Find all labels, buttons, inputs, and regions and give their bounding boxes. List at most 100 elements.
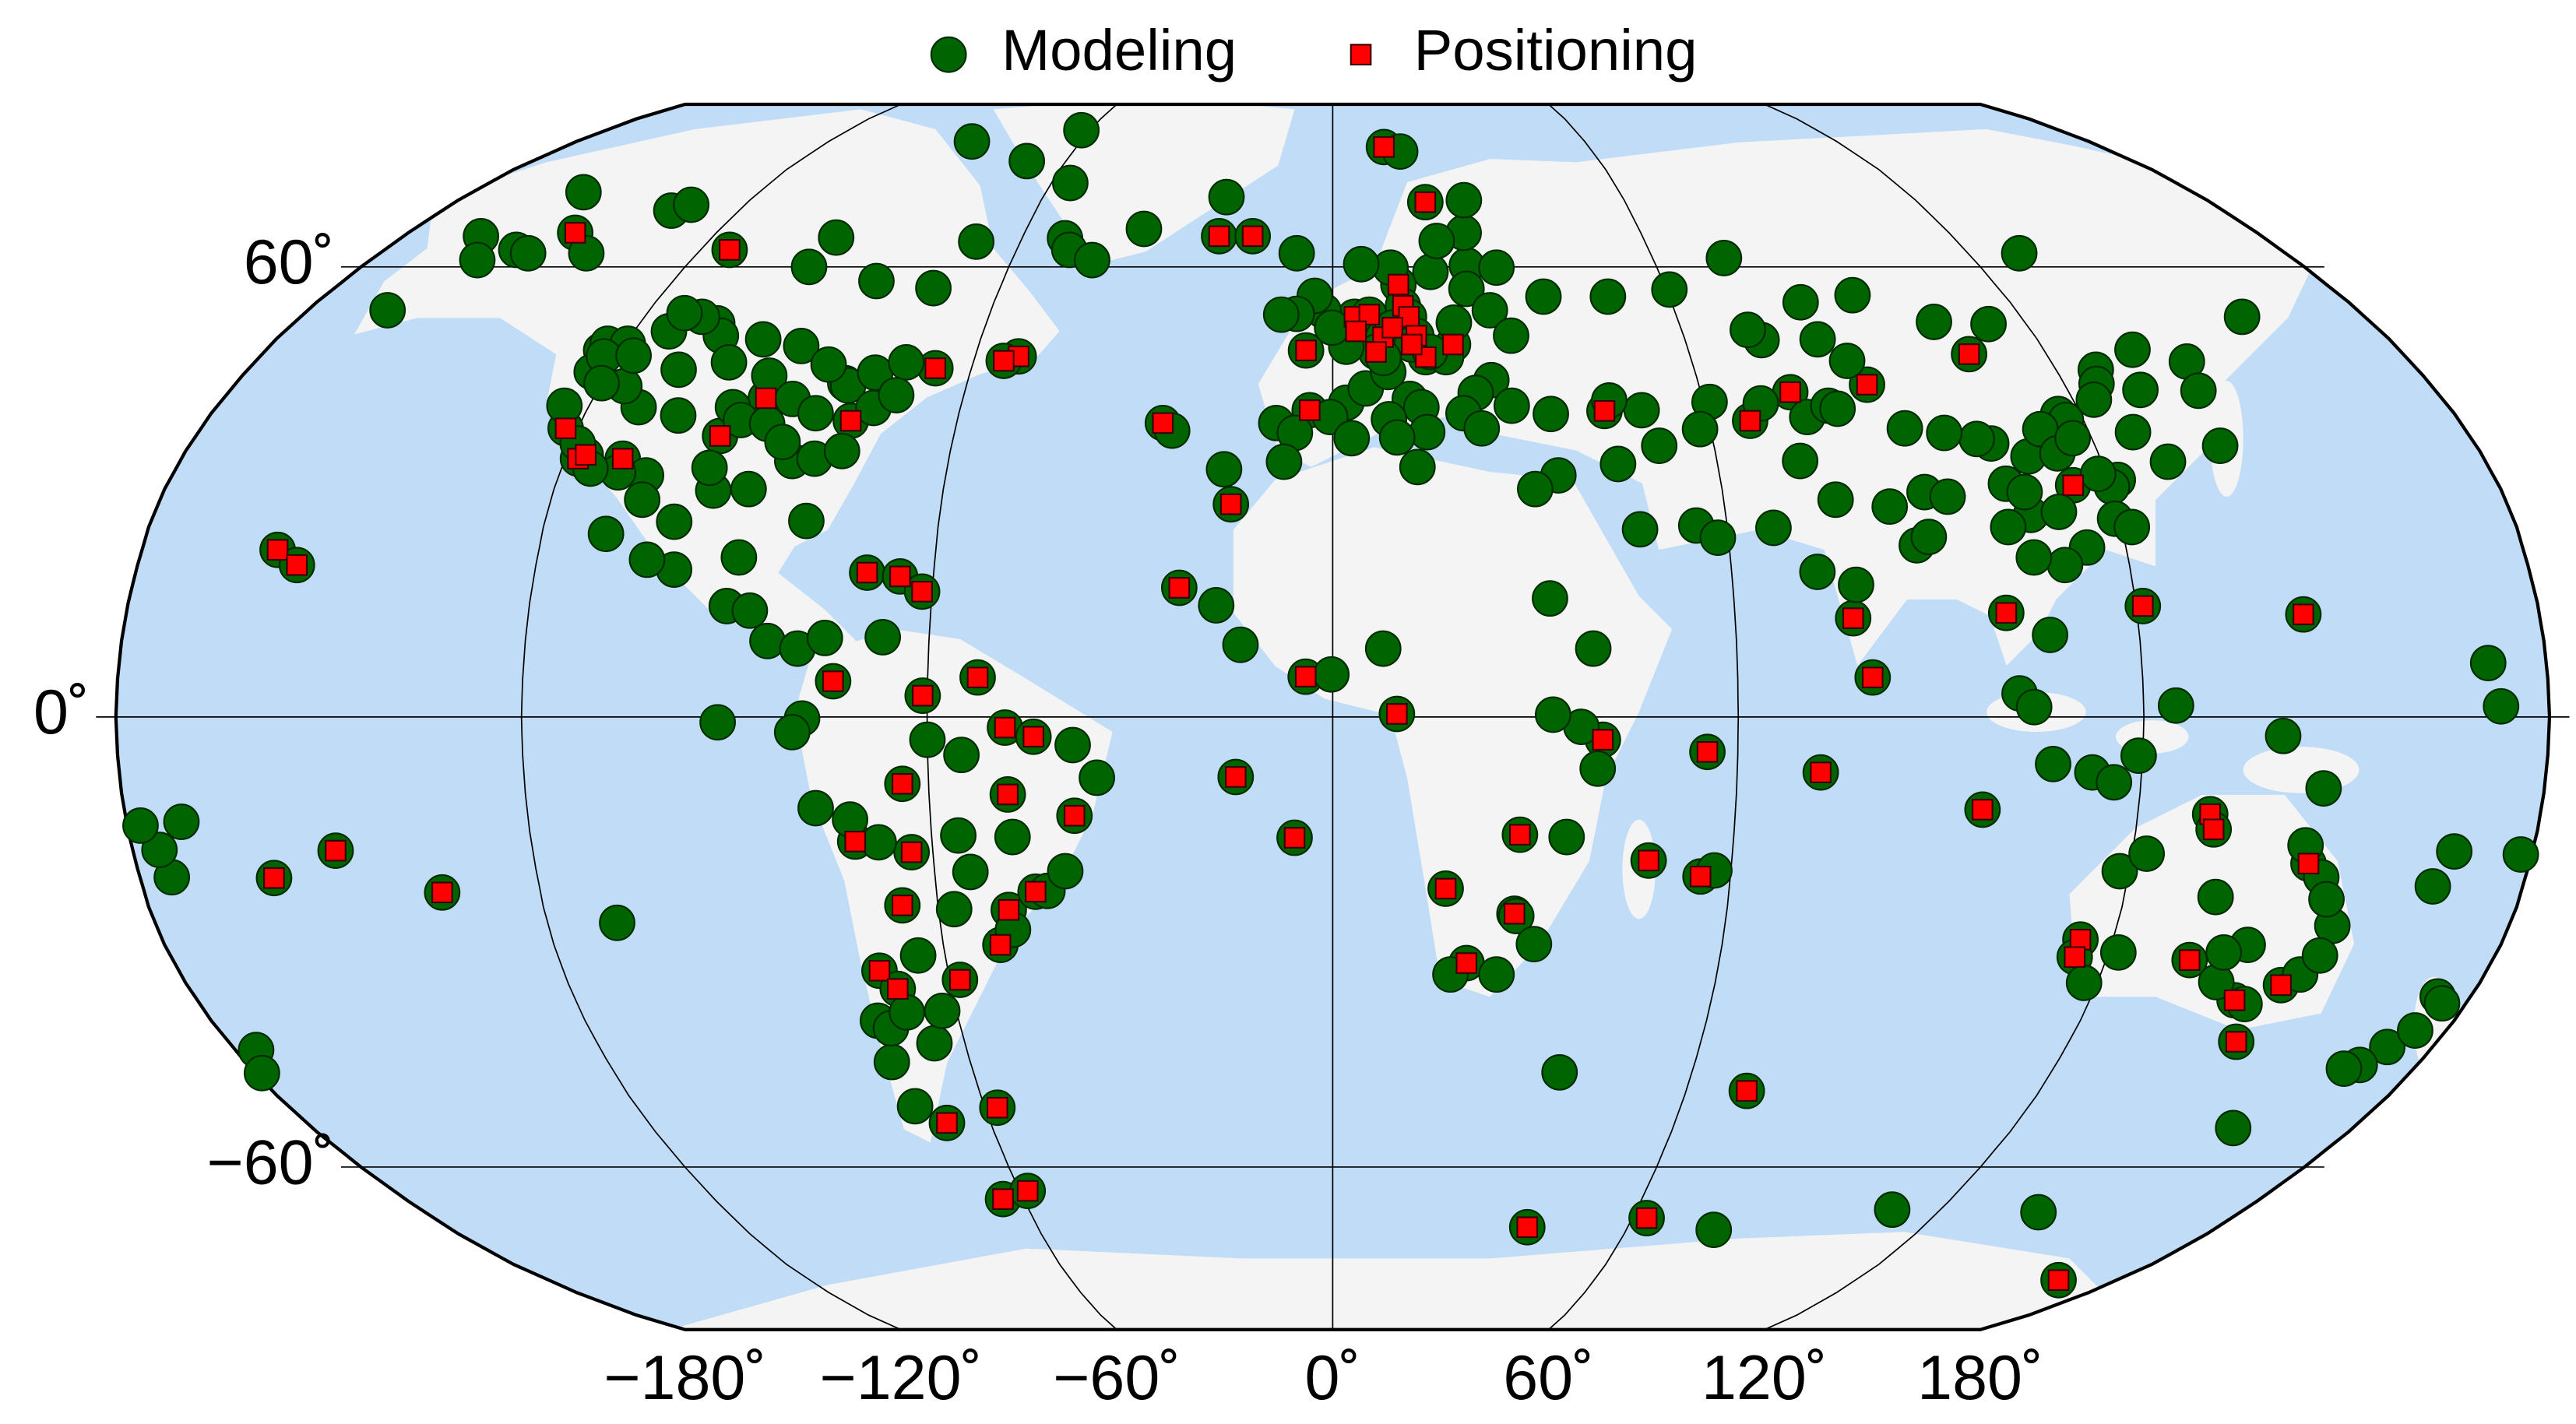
station-modeling	[2201, 427, 2239, 464]
station-positioning	[998, 898, 1020, 921]
station-modeling	[797, 395, 834, 432]
station-modeling	[2149, 443, 2187, 480]
station-modeling	[915, 269, 952, 307]
station-positioning	[989, 934, 1012, 956]
africa	[1233, 447, 1673, 997]
x-tick-label: −120˚	[820, 1343, 983, 1413]
station-modeling	[889, 993, 926, 1031]
station-modeling	[2502, 836, 2539, 873]
station-modeling	[810, 346, 847, 383]
station-modeling	[764, 424, 801, 461]
x-tick-label: 180˚	[1917, 1343, 2043, 1413]
station-modeling	[2001, 234, 2038, 272]
station-modeling	[1958, 420, 1995, 458]
station-positioning	[1958, 343, 1980, 365]
x-tick-label: −60˚	[1053, 1343, 1181, 1413]
station-modeling	[1278, 234, 1315, 272]
station-modeling	[2180, 372, 2217, 410]
station-modeling	[2197, 878, 2234, 916]
station-modeling	[1333, 420, 1371, 457]
station-modeling	[1834, 276, 1871, 314]
station-modeling	[773, 714, 811, 751]
station-positioning	[1455, 952, 1478, 974]
station-positioning	[2225, 1031, 2247, 1053]
station-positioning	[993, 350, 1015, 372]
station-modeling	[2015, 688, 2053, 726]
station-modeling	[1008, 142, 1046, 180]
station-positioning	[719, 239, 741, 261]
station-positioning	[1842, 607, 1864, 629]
station-positioning	[1434, 877, 1457, 900]
station-modeling	[459, 241, 496, 279]
station-positioning	[266, 539, 289, 561]
station-modeling	[1412, 253, 1449, 290]
station-modeling	[2483, 687, 2520, 725]
station-positioning	[1152, 412, 1174, 434]
station-modeling	[943, 737, 980, 774]
map-border	[114, 102, 2552, 1331]
station-modeling	[1874, 1191, 1911, 1229]
station-positioning	[2062, 474, 2085, 497]
station-modeling	[2128, 835, 2166, 872]
station-modeling	[2305, 770, 2342, 807]
station-modeling	[1886, 410, 1923, 447]
station-modeling	[1399, 448, 1436, 486]
station-modeling	[1265, 443, 1303, 480]
station-positioning	[1283, 827, 1306, 849]
station-positioning	[431, 881, 453, 904]
station-modeling	[806, 620, 843, 656]
station-modeling	[1599, 445, 1637, 483]
station-positioning	[1168, 577, 1191, 599]
station-modeling	[749, 622, 786, 659]
station-modeling	[2423, 985, 2461, 1022]
station-modeling	[1871, 488, 1909, 525]
station-positioning	[912, 684, 934, 707]
station-modeling	[583, 364, 620, 402]
station-positioning	[2069, 928, 2092, 951]
legend-marker	[930, 36, 967, 73]
station-modeling	[1364, 630, 1402, 667]
station-positioning	[611, 448, 634, 469]
station-positioning	[2047, 1269, 2070, 1292]
station-modeling	[744, 321, 782, 358]
station-positioning	[1638, 849, 1659, 872]
station-modeling	[2223, 298, 2261, 336]
station-positioning	[1689, 865, 1712, 888]
station-positioning	[887, 978, 909, 1000]
station-modeling	[2101, 853, 2138, 890]
station-positioning	[1387, 273, 1409, 296]
station-modeling	[1623, 392, 1660, 429]
station-positioning	[1373, 136, 1395, 158]
station-positioning	[948, 969, 971, 991]
station-modeling	[1525, 278, 1562, 315]
station-positioning	[1241, 225, 1264, 248]
station-modeling	[888, 343, 925, 381]
station-modeling	[2215, 1109, 2252, 1147]
antarctica	[628, 1232, 2152, 1330]
station-modeling	[953, 123, 991, 160]
station-positioning	[1509, 824, 1531, 846]
station-modeling	[2020, 1194, 2057, 1231]
station-modeling	[1730, 311, 1766, 349]
station-modeling	[1926, 414, 1963, 452]
station-modeling	[1052, 164, 1089, 202]
station-modeling	[788, 502, 825, 540]
station-modeling	[1910, 519, 1948, 556]
station-modeling	[1819, 390, 1856, 427]
station-modeling	[1205, 451, 1243, 488]
station-modeling	[1705, 240, 1743, 276]
station-positioning	[997, 783, 1019, 806]
station-modeling	[369, 292, 406, 329]
station-modeling	[1695, 1211, 1733, 1248]
station-positioning	[286, 554, 308, 576]
station-modeling	[2469, 645, 2507, 681]
station-positioning	[1414, 191, 1437, 213]
station-modeling	[1817, 481, 1854, 519]
station-positioning	[1862, 666, 1884, 688]
y-tick-label: 60˚	[244, 227, 335, 297]
station-modeling	[2122, 371, 2159, 409]
stations	[122, 111, 2539, 1299]
station-modeling	[2308, 881, 2345, 918]
station-modeling	[1079, 759, 1115, 796]
station-modeling	[2006, 473, 2043, 511]
